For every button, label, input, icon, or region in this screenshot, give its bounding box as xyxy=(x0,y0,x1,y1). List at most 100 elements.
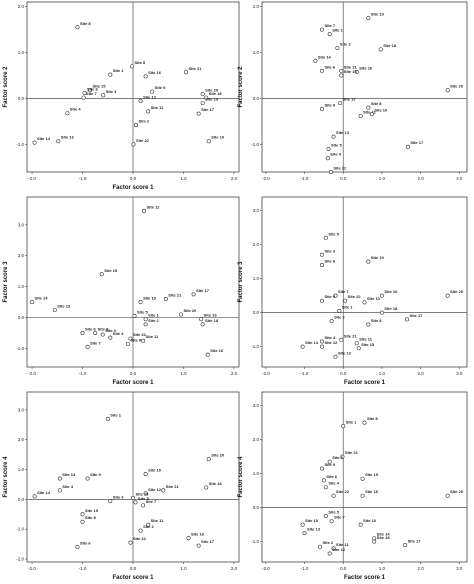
y-tick-label: 1.0 xyxy=(18,50,25,55)
data-point xyxy=(339,337,344,342)
data-label: Site 4 xyxy=(70,107,81,112)
data-point xyxy=(323,514,328,519)
data-point xyxy=(32,494,37,499)
x-tick-label: 0.0 xyxy=(130,371,137,376)
data-point xyxy=(329,519,334,524)
data-label: Site 16 xyxy=(359,65,373,70)
data-label: Site 17 xyxy=(410,313,424,318)
data-label: Site 13 xyxy=(338,350,352,355)
data-point xyxy=(199,317,204,322)
data-label: Site 1 xyxy=(113,68,124,73)
data-label: Site 1 xyxy=(332,28,343,33)
y-tick-label: 1.0 xyxy=(18,467,25,472)
data-label: Site 17 xyxy=(201,539,215,544)
data-point xyxy=(204,95,209,100)
data-point xyxy=(32,140,37,145)
data-point xyxy=(445,493,450,498)
x-tick-label: 3.0 xyxy=(456,566,463,571)
data-point xyxy=(319,107,324,112)
x-tick-label: -1.0 xyxy=(79,371,87,376)
data-label: Site 11 xyxy=(151,105,164,110)
data-point xyxy=(362,420,367,425)
data-point xyxy=(142,208,147,213)
data-point xyxy=(341,423,346,428)
data-label: Site 6 xyxy=(80,541,91,546)
data-label: Site 6 xyxy=(326,474,337,479)
y-tick-label: 0.0 xyxy=(253,310,260,315)
data-point xyxy=(105,416,110,421)
data-label: Site 8 xyxy=(371,318,382,323)
data-label: Site 18 xyxy=(209,481,223,486)
data-label: Site 14 xyxy=(35,296,49,301)
data-label: Site 6 xyxy=(85,327,96,332)
y-tick-label: 1.0 xyxy=(18,284,25,289)
y-tick-label: 0.0 xyxy=(253,96,260,101)
data-point xyxy=(101,93,106,98)
data-label: Site 12 xyxy=(143,94,157,99)
data-label: Site 22 xyxy=(336,489,350,494)
data-label: Site 20 xyxy=(450,289,464,294)
data-label: Site 8 xyxy=(371,101,382,106)
chart-panel-3: -2.0 -1.0 0.0 1.0 2.0 -1.0 0.0 1.0 2.0 3.0 Factor … xyxy=(3,196,240,386)
y-tick-label: 2.0 xyxy=(253,242,260,247)
x-tick-label: 0.0 xyxy=(130,566,137,571)
data-point xyxy=(108,498,113,503)
data-point xyxy=(333,354,338,359)
data-label: Site 15 xyxy=(104,268,118,273)
plot-frame xyxy=(261,391,468,563)
data-label: Site 22 xyxy=(333,166,347,171)
data-point xyxy=(75,545,80,550)
data-label: Site 10 xyxy=(367,296,381,301)
data-label: Site 17 xyxy=(196,288,210,293)
data-point xyxy=(163,296,168,301)
data-label: Site 8 xyxy=(367,416,378,421)
x-tick-label: 2.0 xyxy=(231,176,238,181)
x-tick-label: -2.0 xyxy=(28,566,36,571)
plot-frame xyxy=(261,196,468,368)
x-tick-label: 0.0 xyxy=(340,371,347,376)
data-label: Site 12 xyxy=(324,340,338,345)
data-point xyxy=(57,476,62,481)
data-point xyxy=(366,16,371,21)
data-label: Site 5 xyxy=(138,496,149,501)
data-point xyxy=(331,134,336,139)
y-tick-label: -1.0 xyxy=(251,142,259,147)
data-point xyxy=(108,335,113,340)
data-point xyxy=(325,156,330,161)
x-tick-label: -1.0 xyxy=(301,566,309,571)
data-label: Site 22 xyxy=(133,332,147,337)
x-axis-title: Factor score 1 xyxy=(112,185,154,191)
data-point xyxy=(191,292,196,297)
data-point xyxy=(319,27,324,32)
data-label: Site 4 xyxy=(113,331,124,336)
data-label: Site 13 xyxy=(61,135,75,140)
data-label: Site 2 xyxy=(334,315,345,320)
data-point xyxy=(405,317,410,322)
data-label: Site 9 xyxy=(130,337,141,342)
data-label: Site 21 xyxy=(345,450,359,455)
data-point xyxy=(132,313,137,318)
data-label: Site 19 xyxy=(136,491,150,496)
data-label: Site 21 xyxy=(344,64,358,69)
data-point xyxy=(146,109,151,114)
data-point xyxy=(319,344,324,349)
data-point xyxy=(88,88,93,93)
data-point xyxy=(196,543,201,548)
data-point xyxy=(366,105,371,110)
data-label: Site 14 xyxy=(37,490,51,495)
data-label: Site 20 xyxy=(183,308,197,313)
data-label: Site 13 xyxy=(62,472,76,477)
y-tick-label: 2.0 xyxy=(253,4,260,9)
data-label: Site 5 xyxy=(134,60,145,65)
data-label: Site 12 xyxy=(343,97,357,102)
y-tick-label: 0.0 xyxy=(253,505,260,510)
data-label: Site 15 xyxy=(361,342,375,347)
data-label: Site 18 xyxy=(383,43,397,48)
data-point xyxy=(196,111,201,116)
data-point xyxy=(143,491,148,496)
x-tick-label: 2.0 xyxy=(231,566,238,571)
data-point xyxy=(200,91,205,96)
data-point xyxy=(200,101,205,106)
